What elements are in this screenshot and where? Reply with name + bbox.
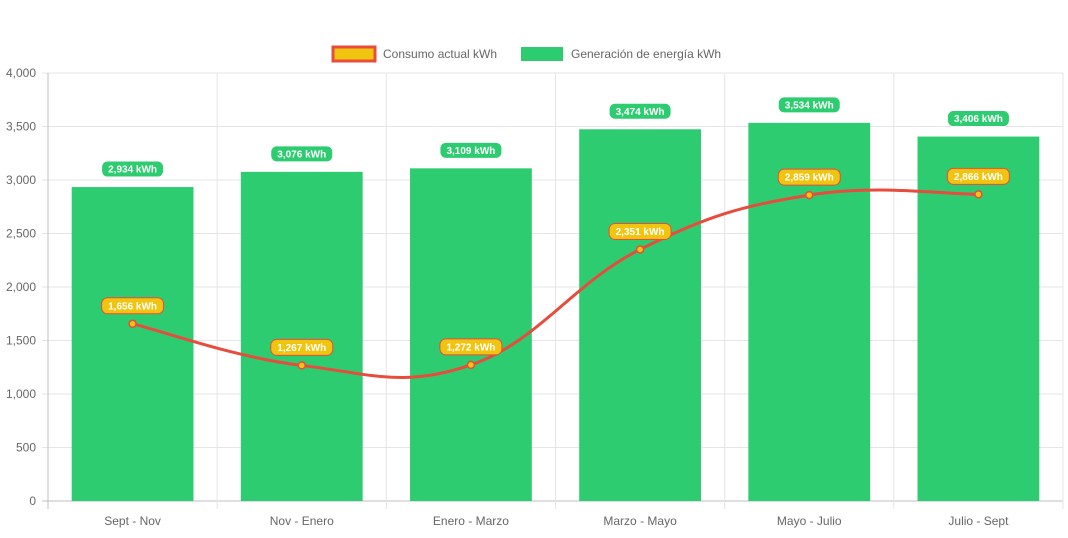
line-data-label-bg	[439, 338, 503, 356]
line-data-label-bg	[101, 297, 165, 315]
line-data-label-bg	[608, 222, 672, 240]
line-data-label: 1,656 kWh	[108, 301, 157, 312]
line-point[interactable]	[635, 245, 645, 254]
y-tick-label: 1,000	[6, 387, 36, 401]
x-tick-label: Enero - Marzo	[433, 514, 509, 528]
bar-data-label-bg	[439, 141, 503, 159]
line-data-label-bg	[777, 168, 841, 186]
line-data-label: 2,866 kWh	[954, 172, 1003, 183]
bar[interactable]	[240, 171, 363, 502]
consumo-line	[132, 188, 979, 379]
bar[interactable]	[579, 129, 701, 502]
y-tick-label: 500	[16, 441, 36, 455]
axes: 0 500 1,000 1,500 2,000 2,500 3,000 3,500 4,000 S…	[6, 66, 1009, 528]
x-tick-label: Sept - Nov	[104, 514, 161, 528]
legend-label-consumo[interactable]: Consumo actual kWh	[383, 47, 497, 61]
bar-data-label: 3,109 kWh	[446, 146, 495, 157]
x-tick-label: Nov - Enero	[270, 514, 334, 528]
x-tick-label: Mayo - Julio	[777, 514, 842, 528]
x-tick-label: Julio - Sept	[948, 514, 1009, 528]
bar-data-label: 3,406 kWh	[954, 114, 1003, 125]
bar-data-label: 3,474 kWh	[616, 107, 665, 118]
grid	[42, 72, 1064, 509]
bar[interactable]	[410, 168, 532, 501]
data-labels: 2,934 kWh 3,076 kWh 3,109 kWh 3,474 kWh 3,53…	[101, 96, 1010, 356]
legend-label-generacion[interactable]: Generación de energía kWh	[571, 47, 721, 61]
bar-data-label-bg	[270, 145, 334, 163]
bar-data-label: 3,534 kWh	[785, 100, 834, 111]
legend-swatch-generacion[interactable]	[521, 47, 563, 61]
line-series	[128, 188, 983, 379]
line-data-label-bg	[270, 338, 334, 356]
line-point[interactable]	[974, 190, 983, 199]
y-tick-label: 0	[29, 494, 36, 508]
y-tick-label: 1,500	[6, 334, 36, 348]
y-tick-label: 2,000	[6, 280, 36, 294]
y-tick-label: 3,500	[6, 120, 36, 134]
y-tick-label: 2,500	[6, 227, 36, 241]
line-data-label: 1,267 kWh	[277, 343, 326, 354]
legend-swatch-consumo[interactable]	[331, 45, 377, 63]
bar-data-label-bg	[777, 96, 841, 114]
line-data-label: 1,272 kWh	[446, 342, 495, 353]
line-point[interactable]	[297, 361, 306, 370]
line-data-label: 2,351 kWh	[616, 227, 665, 238]
legend: Consumo actual kWh Generación de energía…	[331, 45, 721, 63]
bars	[71, 122, 1040, 502]
bar-data-label-bg	[946, 110, 1010, 128]
bar-data-label: 2,934 kWh	[108, 165, 157, 176]
bar[interactable]	[748, 122, 871, 501]
line-data-label: 2,859 kWh	[785, 173, 834, 184]
bar-data-label: 3,076 kWh	[277, 149, 326, 160]
line-data-label-bg	[946, 167, 1010, 185]
line-point[interactable]	[128, 319, 137, 329]
y-tick-label: 4,000	[6, 66, 36, 80]
bar[interactable]	[71, 187, 194, 501]
line-point[interactable]	[466, 360, 476, 370]
x-tick-label: Marzo - Mayo	[603, 514, 677, 528]
bar-data-label-bg	[608, 102, 672, 120]
y-tick-label: 3,000	[6, 173, 36, 187]
line-point[interactable]	[805, 190, 814, 200]
bar-data-label-bg	[101, 160, 165, 178]
